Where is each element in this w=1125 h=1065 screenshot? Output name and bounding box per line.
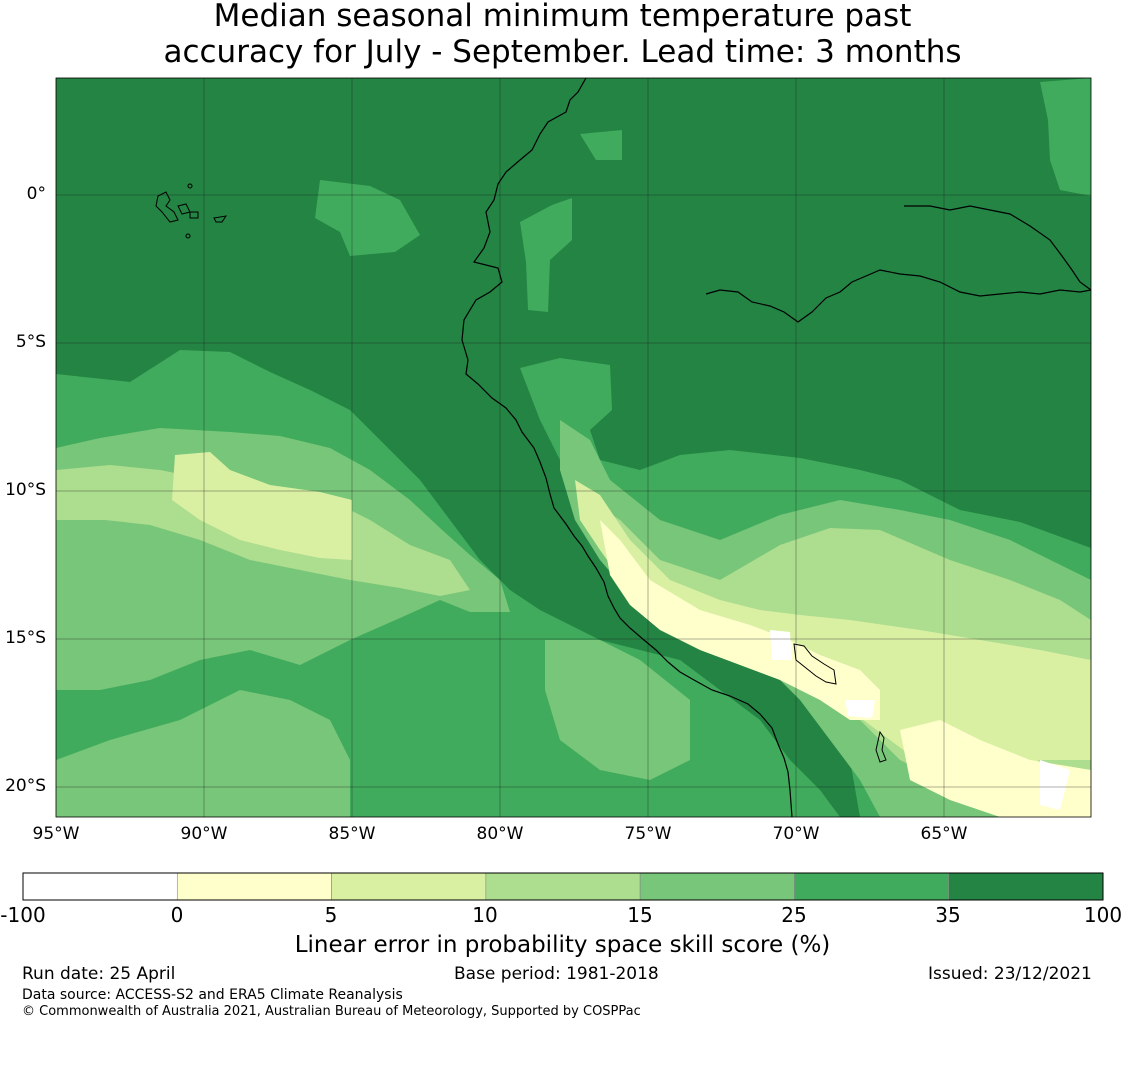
colorbar-frame: [22, 872, 1104, 901]
lon-label-80w: 80°W: [476, 824, 524, 844]
run-date: Run date: 25 April: [22, 964, 176, 984]
lat-label-15s: 15°S: [5, 628, 46, 648]
map-frame: [55, 77, 1092, 818]
galapagos-islands: [155, 183, 228, 239]
colorbar-bin--100-0: [22, 872, 178, 901]
gridlines: [56, 78, 1091, 817]
colorbar-tick-10: 10: [472, 903, 498, 927]
skill-zone-25-35-north-3: [580, 130, 622, 160]
colorbar-tick-35: 35: [935, 903, 961, 927]
skill-zone-25-35-north: [315, 180, 420, 256]
skill-zone-neg-100-0: [770, 630, 1070, 810]
colorbar-tick-15: 15: [627, 903, 653, 927]
lon-label-65w: 65°W: [920, 824, 968, 844]
lat-label-10s: 10°S: [5, 480, 46, 500]
map-plot-area: [56, 78, 1091, 817]
colorbar-bin-25-35: [794, 872, 950, 901]
river-branch: [904, 205, 1091, 291]
colorbar-tick-0: 0: [170, 903, 184, 927]
colorbar-bin-35-100: [948, 872, 1104, 901]
river-amazon: [705, 269, 1091, 323]
lake-titicaca: [793, 643, 837, 685]
lon-label-85w: 85°W: [328, 824, 376, 844]
colorbar-tick-neg100: -100: [0, 903, 46, 927]
coastline: [461, 78, 793, 817]
lon-label-95w: 95°W: [32, 824, 80, 844]
colorbar-bin-0-5: [176, 872, 332, 901]
issued-date: Issued: 23/12/2021: [928, 964, 1092, 984]
skill-zone-15-25-coast: [545, 640, 690, 780]
skill-zone-15-25-south: [56, 690, 350, 817]
colorbar-bin-5-10: [331, 872, 487, 901]
colorbar-tick-25: 25: [781, 903, 807, 927]
colorbar-tick-100: 100: [1083, 903, 1123, 927]
skill-zone-25-35-north-2: [520, 198, 572, 312]
skill-zone-0-5: [600, 520, 880, 720]
skill-zone-25-35-ne: [1040, 78, 1091, 196]
colorbar-bin-15-25: [639, 872, 795, 901]
lat-label-0: 0°: [26, 184, 46, 204]
lon-label-90w: 90°W: [180, 824, 228, 844]
colorbar: [22, 872, 1104, 901]
copyright-notice: © Commonwealth of Australia 2021, Austra…: [22, 1004, 641, 1019]
colorbar-tick-5: 5: [324, 903, 338, 927]
lon-label-75w: 75°W: [624, 824, 672, 844]
lat-label-20s: 20°S: [5, 776, 46, 796]
lake-poopo: [875, 730, 887, 763]
colorbar-title: Linear error in probability space skill …: [294, 932, 831, 958]
skill-zone-5-10-west: [172, 452, 352, 560]
lat-label-5s: 5°S: [15, 332, 46, 352]
colorbar-bin-10-15: [485, 872, 641, 901]
lon-label-70w: 70°W: [772, 824, 820, 844]
chart-title-line-1: Median seasonal minimum temperature past: [213, 0, 912, 34]
base-period: Base period: 1981-2018: [454, 964, 659, 984]
data-source: Data source: ACCESS-S2 and ERA5 Climate …: [22, 987, 403, 1003]
chart-title-line-2: accuracy for July - September. Lead time…: [163, 34, 962, 70]
skill-zone-5-10-band: [575, 480, 1091, 780]
